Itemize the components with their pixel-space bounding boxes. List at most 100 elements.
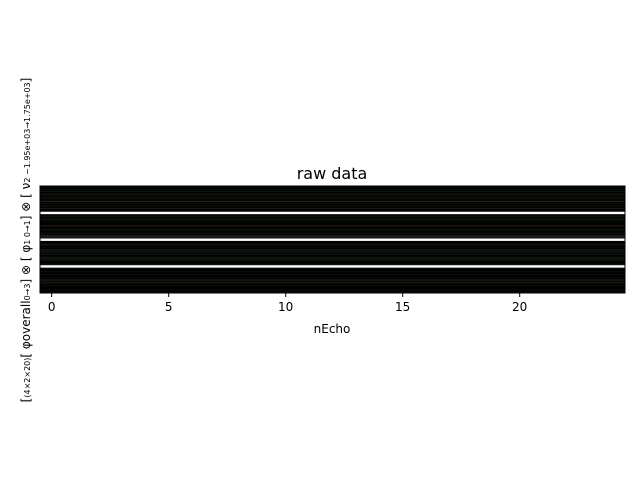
heatmap-row bbox=[40, 290, 625, 292]
heatmap-row bbox=[40, 231, 625, 233]
heatmap-row bbox=[40, 210, 625, 211]
heatmap-row bbox=[40, 256, 625, 258]
heatmap-row bbox=[40, 232, 625, 234]
heatmap-row bbox=[40, 278, 625, 280]
heatmap-row bbox=[40, 226, 625, 228]
heatmap-row bbox=[40, 217, 625, 219]
heatmap-row bbox=[40, 262, 625, 264]
heatmap-row bbox=[40, 210, 625, 212]
heatmap-row bbox=[40, 219, 625, 221]
heatmap-row bbox=[40, 259, 625, 261]
heatmap-row bbox=[40, 285, 625, 287]
heatmap-row bbox=[40, 269, 625, 271]
heatmap-row bbox=[40, 194, 625, 196]
heatmap-row bbox=[40, 280, 625, 282]
heatmap-row bbox=[40, 190, 625, 191]
heatmap bbox=[40, 186, 625, 294]
heatmap-row bbox=[40, 202, 625, 204]
heatmap-row bbox=[40, 244, 625, 246]
heatmap-row bbox=[40, 187, 625, 189]
heatmap-row bbox=[40, 224, 625, 226]
heatmap-row bbox=[40, 221, 625, 223]
heatmap-row bbox=[40, 248, 625, 249]
heatmap-row bbox=[40, 220, 625, 221]
heatmap-row bbox=[40, 246, 625, 248]
x-tick-label: 0 bbox=[48, 300, 56, 314]
heatmap-row bbox=[40, 246, 625, 247]
heatmap-row bbox=[40, 194, 625, 195]
heatmap-row bbox=[40, 276, 625, 277]
y-axis-label-part: [ φoverall bbox=[19, 300, 33, 357]
heatmap-row bbox=[40, 274, 625, 276]
heatmap-row bbox=[40, 214, 625, 215]
heatmap-row bbox=[40, 257, 625, 259]
heatmap-row bbox=[40, 254, 625, 256]
heatmap-row bbox=[40, 260, 625, 262]
heatmap-row bbox=[40, 201, 625, 203]
chart-title: raw data bbox=[297, 164, 368, 183]
heatmap-row bbox=[40, 255, 625, 257]
heatmap-row bbox=[40, 242, 625, 244]
heatmap-row bbox=[40, 216, 625, 218]
heatmap-row bbox=[40, 241, 625, 243]
y-axis-label-part: (4×2×20) bbox=[23, 358, 32, 398]
y-axis-label-part: 0→1 bbox=[23, 220, 32, 239]
heatmap-row bbox=[40, 227, 625, 229]
heatmap-row bbox=[40, 191, 625, 193]
heatmap-row bbox=[40, 252, 625, 253]
heatmap-row bbox=[40, 196, 625, 198]
heatmap-row bbox=[40, 190, 625, 192]
heatmap-row bbox=[40, 206, 625, 208]
heatmap-row bbox=[40, 188, 625, 189]
separator-line bbox=[40, 211, 625, 215]
heatmap-row bbox=[40, 230, 625, 231]
heatmap-row bbox=[40, 222, 625, 224]
heatmap-row bbox=[40, 199, 625, 201]
y-axis-label-part: ] ⊗ [ φ bbox=[19, 245, 33, 284]
heatmap-row bbox=[40, 251, 625, 253]
heatmap-row bbox=[40, 270, 625, 271]
heatmap-row bbox=[40, 234, 625, 235]
heatmap-row bbox=[40, 287, 625, 289]
heatmap-row bbox=[40, 203, 625, 205]
heatmap-row bbox=[40, 206, 625, 207]
y-axis-label-part: 1 bbox=[23, 240, 32, 245]
x-axis-ticks: 0 5 10 15 20 bbox=[48, 293, 527, 314]
heatmap-row bbox=[40, 186, 625, 188]
heatmap-row bbox=[40, 268, 625, 270]
heatmap-row bbox=[40, 207, 625, 209]
heatmap-row bbox=[40, 256, 625, 257]
heatmap-row bbox=[40, 253, 625, 255]
heatmap-row bbox=[40, 264, 625, 265]
y-axis-label-part: −1.95e+03→1.75e+03 bbox=[23, 82, 32, 177]
heatmap-row bbox=[40, 286, 625, 288]
heatmap-row bbox=[40, 268, 625, 269]
heatmap-row bbox=[40, 260, 625, 261]
heatmap-row bbox=[40, 188, 625, 190]
heatmap-row bbox=[40, 192, 625, 193]
heatmap-row bbox=[40, 228, 625, 229]
heatmap-row bbox=[40, 276, 625, 278]
heatmap-row bbox=[40, 286, 625, 288]
heatmap-row bbox=[40, 284, 625, 286]
heatmap-row bbox=[40, 280, 625, 282]
heatmap-row bbox=[40, 290, 625, 292]
heatmap-row bbox=[40, 226, 625, 227]
heatmap-row bbox=[40, 193, 625, 195]
x-tick-label: 15 bbox=[395, 300, 410, 314]
heatmap-row bbox=[40, 223, 625, 225]
heatmap-row bbox=[40, 208, 625, 210]
y-axis-label-part: [ bbox=[19, 398, 33, 403]
heatmap-row bbox=[40, 252, 625, 254]
heatmap-row bbox=[40, 208, 625, 209]
y-axis-label-part: 0→3 bbox=[23, 284, 32, 301]
heatmap-row bbox=[40, 249, 625, 251]
heatmap-row bbox=[40, 267, 625, 269]
heatmap-row bbox=[40, 196, 625, 197]
heatmap-row bbox=[40, 195, 625, 197]
heatmap-row bbox=[40, 230, 625, 232]
heatmap-row bbox=[40, 250, 625, 252]
heatmap-row bbox=[40, 229, 625, 231]
y-axis-label: [(4×2×20)[ φoverall0→3] ⊗ [ φ1 0→1] ⊗ [ … bbox=[19, 78, 33, 403]
heatmap-row bbox=[40, 289, 625, 291]
